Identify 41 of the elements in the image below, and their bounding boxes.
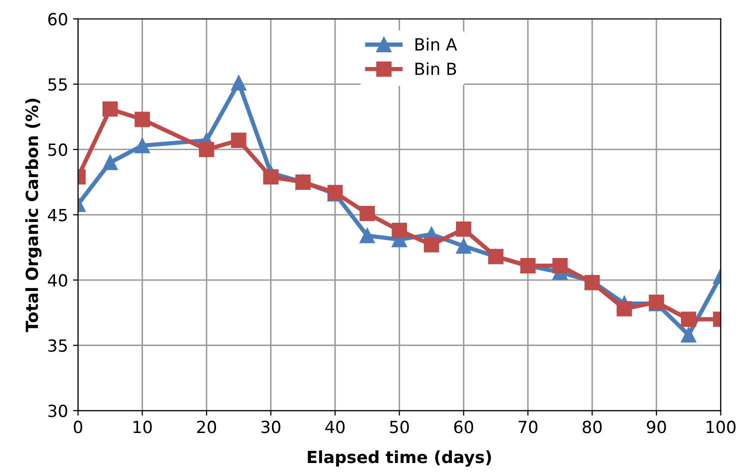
point <box>680 312 696 327</box>
point <box>456 221 472 237</box>
x-tick-label: 100 <box>706 420 736 434</box>
y-tick-label: 40 <box>48 274 68 287</box>
x-tick-label: 80 <box>582 420 602 434</box>
point <box>360 228 375 244</box>
x-tick-label: 70 <box>518 420 538 434</box>
point <box>134 112 150 128</box>
point <box>102 101 118 117</box>
point <box>616 301 632 316</box>
point <box>392 222 407 238</box>
point <box>134 138 150 154</box>
point <box>680 327 696 343</box>
point <box>456 238 472 254</box>
point <box>263 169 278 185</box>
x-tick-label: 30 <box>261 420 280 434</box>
x-tick-label: 0 <box>74 420 82 434</box>
x-tick-label: 50 <box>390 420 409 434</box>
point <box>102 154 118 170</box>
x-tick-label: 60 <box>454 420 474 434</box>
legend-label: Bin A <box>416 38 458 50</box>
x-tick-label: 90 <box>646 420 666 434</box>
x-tick-label: 20 <box>197 420 216 434</box>
y-tick-label: 35 <box>48 339 67 352</box>
point <box>584 275 600 290</box>
point <box>552 258 568 274</box>
x-tick-label: 10 <box>134 420 152 434</box>
point <box>231 75 246 91</box>
legend-label: Bin B <box>416 62 456 75</box>
y-tick-label: 55 <box>48 78 67 91</box>
point <box>424 237 440 252</box>
x-tick-label: 40 <box>325 420 345 434</box>
y-axis-title: Total Organic Carbon (%) <box>25 98 42 332</box>
point <box>198 142 214 158</box>
point <box>360 206 375 222</box>
y-tick-label: 50 <box>48 143 68 156</box>
y-tick-label: 60 <box>48 12 68 26</box>
y-tick-label: 30 <box>48 404 68 418</box>
x-axis-title: Elapsed time (days) <box>308 450 491 467</box>
point <box>231 132 246 148</box>
y-tick-label: 45 <box>48 208 67 222</box>
